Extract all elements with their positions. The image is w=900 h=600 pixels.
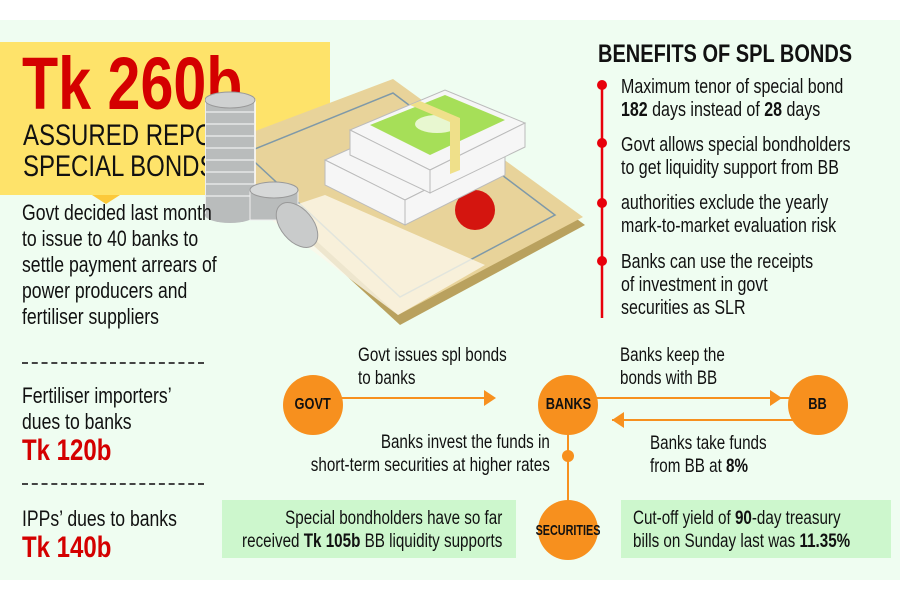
label-line: Banks invest the funds in — [381, 432, 550, 453]
benefit-text: securities as SLR — [621, 297, 746, 319]
benefits-timeline — [597, 80, 607, 318]
label-line: from BB at 8% — [650, 456, 748, 477]
label-bb-to-banks: Banks take funds from BB at 8% — [650, 432, 767, 478]
benefit-text: Govt allows special bondholders — [621, 134, 851, 156]
benefit-item: authorities exclude the yearly mark-to-m… — [621, 192, 836, 238]
note-line: bills on Sunday last was 11.35% — [633, 531, 851, 552]
headline-subtitle: ASSURED REPO SPECIAL BONDS — [23, 120, 216, 182]
benefit-text: Banks can use the receipts — [621, 251, 814, 273]
node-bb: BB — [788, 375, 848, 435]
divider — [22, 362, 204, 364]
node-banks: BANKS — [538, 375, 598, 435]
benefits-title: BENEFITS OF SPL BONDS — [598, 40, 853, 68]
label-line: bonds with BB — [620, 368, 718, 389]
note-text: Special bondholders have so far received… — [242, 507, 502, 553]
divider — [22, 483, 204, 485]
timeline-dot — [597, 138, 607, 148]
intro-paragraph: Govt decided last month to issue to 40 b… — [22, 200, 217, 330]
dues-label: dues to banks — [22, 409, 132, 434]
note-line: received Tk 105b BB liquidity supports — [241, 531, 502, 552]
arrowhead-icon — [612, 412, 624, 428]
intro-line: fertiliser suppliers — [22, 304, 159, 329]
benefit-text: of investment in govt — [621, 274, 768, 296]
label-line: short-term securities at higher rates — [310, 455, 550, 476]
timeline-dot — [597, 198, 607, 208]
ipp-dues: IPPs’ dues to banks Tk 140b — [22, 506, 177, 564]
dues-label: IPPs’ dues to banks — [22, 506, 177, 531]
dues-label: Fertiliser importers’ — [22, 383, 172, 408]
benefit-item: Govt allows special bondholders to get l… — [621, 134, 850, 180]
note-line: Special bondholders have so far — [284, 508, 502, 529]
arrowhead-icon — [770, 390, 782, 406]
connector-dot — [562, 450, 574, 462]
fertiliser-dues: Fertiliser importers’ dues to banks Tk 1… — [22, 383, 172, 467]
label-line: to banks — [358, 368, 416, 389]
headline-pointer — [92, 195, 120, 204]
benefit-item: Maximum tenor of special bond 182 days i… — [621, 76, 843, 122]
intro-line: settle payment arrears of — [22, 252, 217, 277]
benefit-text: authorities exclude the yearly — [621, 192, 829, 214]
intro-line: Govt decided last month — [22, 200, 212, 225]
intro-line: to issue to 40 banks to — [22, 226, 199, 251]
label-govt-to-banks: Govt issues spl bonds to banks — [358, 344, 507, 390]
timeline-dot — [597, 80, 607, 90]
subtitle-line: SPECIAL BONDS — [23, 150, 216, 183]
benefit-text: mark-to-market evaluation risk — [621, 215, 837, 237]
label-banks-to-securities: Banks invest the funds in short-term sec… — [311, 431, 550, 477]
benefit-text: to get liquidity support from BB — [621, 157, 839, 179]
benefit-item: Banks can use the receipts of investment… — [621, 251, 813, 320]
note-line: Cut-off yield of 90-day treasury — [633, 508, 841, 529]
benefit-text: 182 days instead of 28 days — [621, 99, 821, 121]
dues-amount: Tk 120b — [22, 434, 112, 467]
note-text: Cut-off yield of 90-day treasury bills o… — [633, 507, 850, 553]
note-treasury-yield: Cut-off yield of 90-day treasury bills o… — [621, 500, 891, 558]
note-liquidity-support: Special bondholders have so far received… — [222, 500, 516, 558]
label-line: Banks keep the — [620, 345, 725, 366]
label-banks-to-bb: Banks keep the bonds with BB — [620, 344, 725, 390]
benefit-text: Maximum tenor of special bond — [621, 76, 844, 98]
dues-amount: Tk 140b — [22, 531, 112, 564]
node-govt: GOVT — [283, 375, 343, 435]
certificate-with-coins-and-money-icon — [205, 79, 585, 325]
node-securities: SECURITIES — [536, 500, 600, 560]
intro-line: power producers and — [22, 278, 188, 303]
timeline-dot — [597, 256, 607, 266]
label-line: Govt issues spl bonds — [358, 345, 507, 366]
subtitle-line: ASSURED REPO — [23, 119, 214, 152]
label-line: Banks take funds — [650, 433, 767, 454]
arrowhead-icon — [484, 390, 496, 406]
